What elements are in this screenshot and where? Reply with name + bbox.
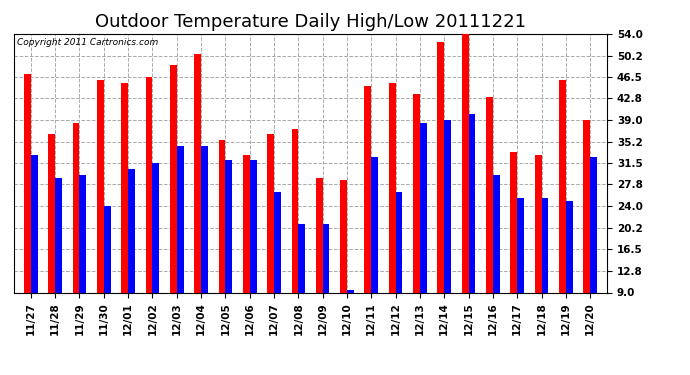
- Bar: [388, 82, 395, 344]
- Bar: [243, 154, 250, 344]
- Bar: [298, 224, 305, 344]
- Bar: [437, 42, 444, 344]
- Bar: [493, 175, 500, 344]
- Bar: [201, 146, 208, 344]
- Bar: [226, 160, 233, 344]
- Bar: [420, 123, 426, 344]
- Bar: [97, 80, 104, 344]
- Bar: [511, 152, 518, 344]
- Bar: [104, 206, 110, 344]
- Bar: [395, 192, 402, 344]
- Bar: [170, 65, 177, 344]
- Bar: [24, 74, 31, 344]
- Bar: [55, 177, 62, 344]
- Bar: [146, 77, 152, 344]
- Bar: [195, 54, 201, 344]
- Bar: [250, 160, 257, 344]
- Bar: [177, 146, 184, 344]
- Bar: [340, 180, 347, 344]
- Bar: [128, 169, 135, 344]
- Bar: [542, 198, 549, 344]
- Bar: [347, 290, 354, 344]
- Bar: [31, 154, 38, 344]
- Title: Outdoor Temperature Daily High/Low 20111221: Outdoor Temperature Daily High/Low 20111…: [95, 13, 526, 31]
- Bar: [444, 120, 451, 344]
- Bar: [559, 80, 566, 344]
- Bar: [72, 123, 79, 344]
- Bar: [48, 134, 55, 344]
- Bar: [566, 201, 573, 344]
- Bar: [590, 158, 597, 344]
- Bar: [292, 129, 298, 344]
- Bar: [152, 163, 159, 344]
- Bar: [219, 140, 226, 344]
- Bar: [323, 224, 329, 344]
- Bar: [469, 114, 475, 344]
- Bar: [364, 86, 371, 344]
- Bar: [583, 120, 590, 344]
- Bar: [462, 34, 469, 344]
- Bar: [121, 82, 128, 344]
- Bar: [274, 192, 281, 344]
- Bar: [316, 177, 323, 344]
- Bar: [371, 158, 378, 344]
- Bar: [535, 154, 542, 344]
- Bar: [486, 97, 493, 344]
- Text: Copyright 2011 Cartronics.com: Copyright 2011 Cartronics.com: [17, 38, 158, 46]
- Bar: [79, 175, 86, 344]
- Bar: [267, 134, 274, 344]
- Bar: [413, 94, 420, 344]
- Bar: [518, 198, 524, 344]
